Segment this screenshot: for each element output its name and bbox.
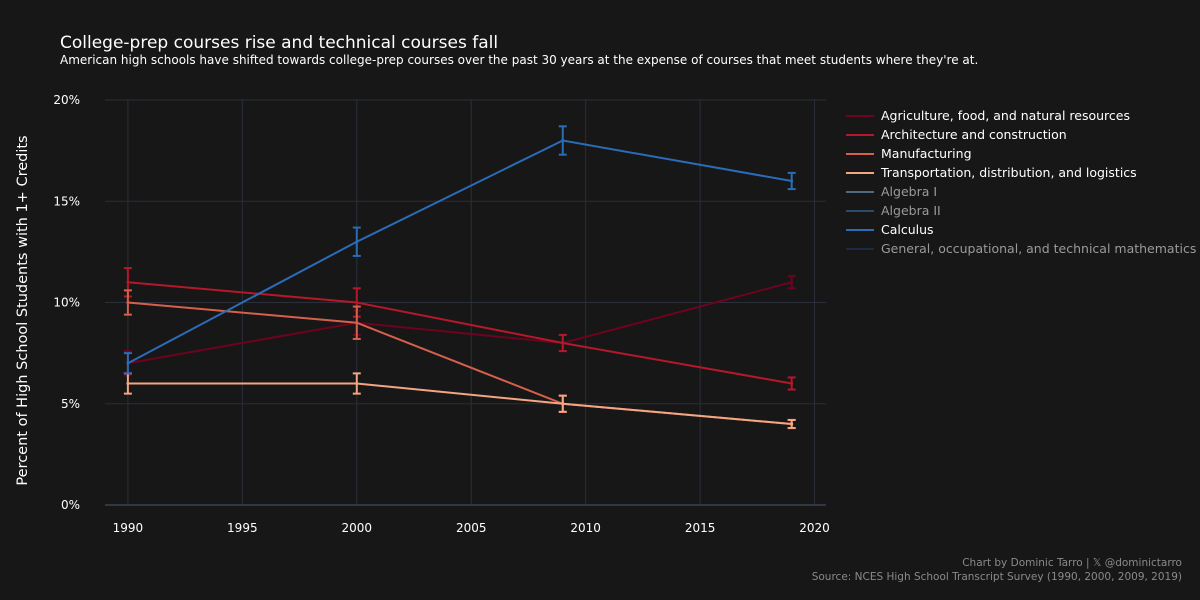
series-line [127, 301, 792, 425]
data-point [126, 280, 130, 284]
data-point [561, 139, 565, 142]
x-tick-label: 2005 [456, 521, 487, 535]
legend-swatch [846, 171, 874, 174]
legend-label: Algebra I [881, 184, 938, 199]
y-tick-label: 5% [61, 397, 80, 411]
x-tick-label: 2015 [685, 521, 716, 535]
legend-label: Algebra II [881, 203, 941, 218]
x-tick-label: 2020 [799, 521, 830, 535]
legend-item[interactable]: Algebra I [846, 182, 1196, 201]
data-point [790, 422, 794, 426]
data-point [790, 280, 794, 284]
legend-swatch [846, 133, 874, 136]
y-tick-label: 20% [53, 93, 80, 107]
series-line [127, 382, 792, 425]
legend-swatch [846, 190, 874, 193]
x-tick-label: 2000 [342, 521, 373, 535]
chart-subtitle: American high schools have shifted towar… [60, 53, 979, 67]
legend: Agriculture, food, and natural resources… [846, 106, 1196, 258]
legend-item[interactable]: Architecture and construction [846, 125, 1196, 144]
x-tick-label: 1995 [227, 521, 258, 535]
legend-item[interactable]: Algebra II [846, 201, 1196, 220]
series-line [127, 281, 792, 365]
legend-label: General, occupational, and technical mat… [881, 241, 1197, 256]
chart-credit: Chart by Dominic Tarro | 𝕏 @dominictarro [962, 557, 1182, 569]
legend-swatch [846, 114, 874, 117]
data-point [790, 179, 794, 183]
data-point [355, 382, 359, 385]
legend-swatch [846, 209, 874, 212]
legend-item[interactable]: Agriculture, food, and natural resources [846, 106, 1196, 125]
data-point [561, 341, 565, 345]
series-line [127, 139, 792, 365]
legend-item[interactable]: Manufacturing [846, 144, 1196, 163]
x-tick-label: 2010 [570, 521, 601, 535]
legend-label: Architecture and construction [881, 127, 1067, 142]
legend-item[interactable]: General, occupational, and technical mat… [846, 239, 1196, 258]
data-point [126, 361, 130, 365]
series-line [127, 281, 792, 385]
data-point [126, 301, 130, 304]
data-point [126, 382, 130, 385]
legend-swatch [846, 228, 874, 231]
legend-swatch [846, 247, 874, 250]
legend-label: Transportation, distribution, and logist… [881, 165, 1137, 180]
x-tick-label: 1990 [113, 521, 144, 535]
data-point [355, 321, 359, 325]
y-tick-label: 15% [53, 194, 80, 208]
y-tick-label: 0% [61, 498, 80, 512]
y-axis-label: Percent of High School Students with 1+ … [15, 135, 31, 485]
y-tick-label: 10% [53, 296, 80, 310]
legend-label: Calculus [881, 222, 934, 237]
data-point [355, 301, 359, 304]
legend-item[interactable]: Calculus [846, 220, 1196, 239]
data-point [355, 240, 359, 244]
data-point [561, 402, 565, 406]
legend-label: Agriculture, food, and natural resources [881, 108, 1130, 123]
legend-item[interactable]: Transportation, distribution, and logist… [846, 163, 1196, 182]
legend-swatch [846, 152, 874, 155]
legend-label: Manufacturing [881, 146, 972, 161]
data-point [790, 382, 794, 385]
chart-source: Source: NCES High School Transcript Surv… [811, 571, 1182, 583]
chart-title: College-prep courses rise and technical … [60, 33, 499, 53]
